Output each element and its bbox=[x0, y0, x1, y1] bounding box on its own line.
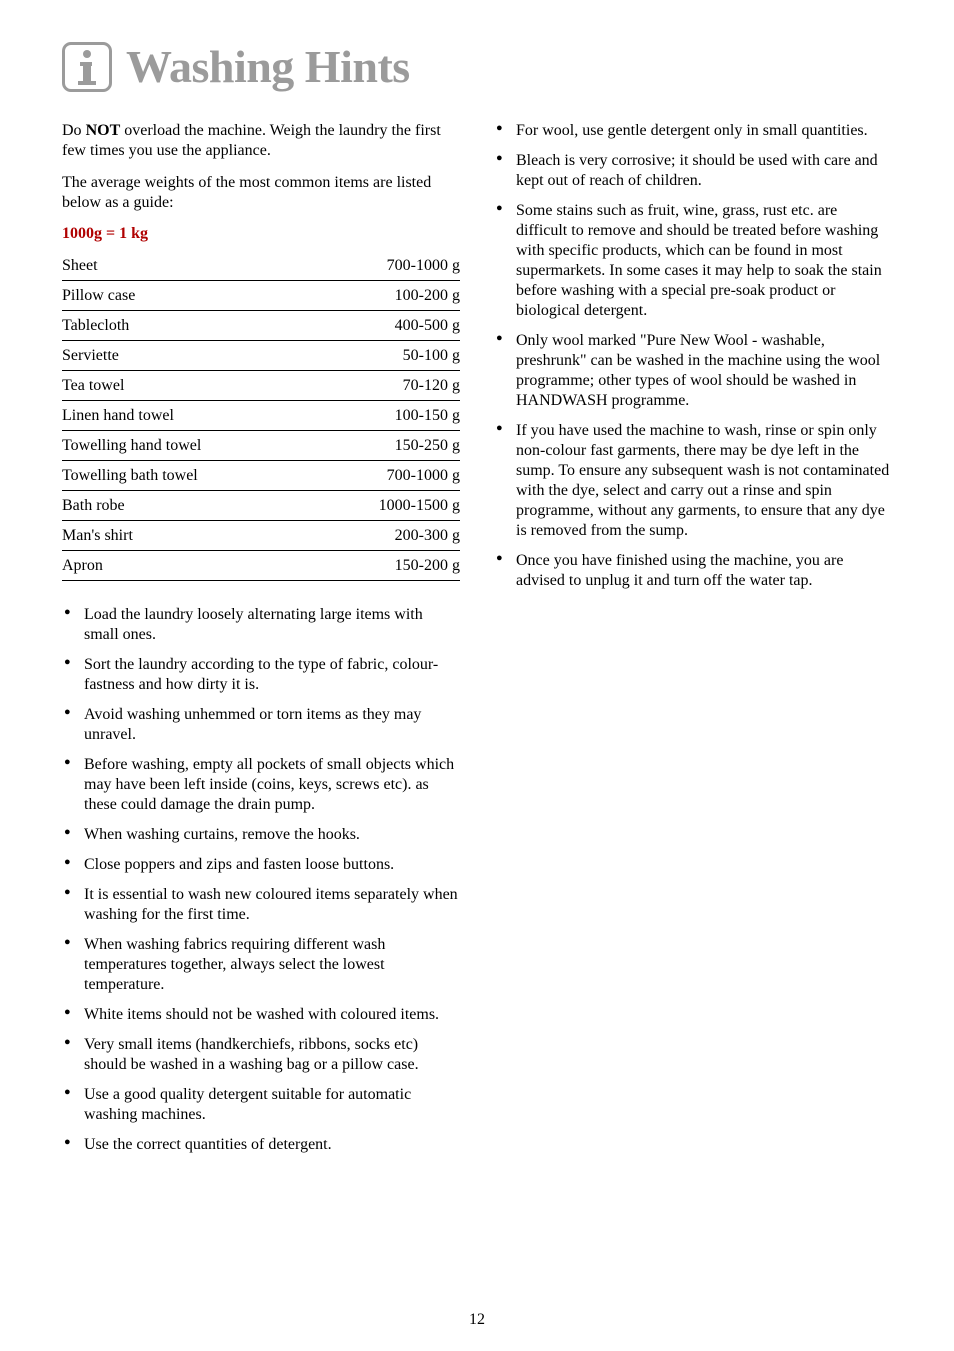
table-row: Man's shirt200-300 g bbox=[62, 521, 460, 551]
weight-item: Man's shirt bbox=[62, 521, 313, 551]
list-item: It is essential to wash new coloured ite… bbox=[62, 885, 460, 925]
weight-item: Serviette bbox=[62, 341, 313, 371]
weight-value: 100-200 g bbox=[313, 281, 460, 311]
weight-item: Bath robe bbox=[62, 491, 313, 521]
weight-table: Sheet700-1000 gPillow case100-200 gTable… bbox=[62, 251, 460, 581]
list-item: Use the correct quantities of detergent. bbox=[62, 1135, 460, 1155]
list-item: Close poppers and zips and fasten loose … bbox=[62, 855, 460, 875]
content-columns: Do NOT overload the machine. Weigh the l… bbox=[62, 121, 892, 1165]
weight-item: Tea towel bbox=[62, 371, 313, 401]
list-item: For wool, use gentle detergent only in s… bbox=[494, 121, 892, 141]
table-row: Linen hand towel100-150 g bbox=[62, 401, 460, 431]
intro1-bold: NOT bbox=[86, 122, 121, 139]
intro-paragraph-1: Do NOT overload the machine. Weigh the l… bbox=[62, 121, 460, 161]
weight-item: Linen hand towel bbox=[62, 401, 313, 431]
weight-value: 700-1000 g bbox=[313, 251, 460, 281]
info-icon bbox=[62, 42, 112, 92]
list-item: Sort the laundry according to the type o… bbox=[62, 655, 460, 695]
page-title: Washing Hints bbox=[126, 40, 410, 93]
page-number: 12 bbox=[0, 1311, 954, 1329]
right-column: For wool, use gentle detergent only in s… bbox=[494, 121, 892, 1165]
list-item: Some stains such as fruit, wine, grass, … bbox=[494, 201, 892, 321]
weight-value: 400-500 g bbox=[313, 311, 460, 341]
subheading: 1000g = 1 kg bbox=[62, 225, 460, 243]
weight-item: Apron bbox=[62, 551, 313, 581]
table-row: Apron150-200 g bbox=[62, 551, 460, 581]
weight-value: 700-1000 g bbox=[313, 461, 460, 491]
list-item: Once you have finished using the machine… bbox=[494, 551, 892, 591]
weight-value: 1000-1500 g bbox=[313, 491, 460, 521]
intro-paragraph-2: The average weights of the most common i… bbox=[62, 173, 460, 213]
table-row: Bath robe1000-1500 g bbox=[62, 491, 460, 521]
left-column: Do NOT overload the machine. Weigh the l… bbox=[62, 121, 460, 1165]
list-item: If you have used the machine to wash, ri… bbox=[494, 421, 892, 541]
table-row: Towelling hand towel150-250 g bbox=[62, 431, 460, 461]
table-row: Tablecloth400-500 g bbox=[62, 311, 460, 341]
list-item: Very small items (handkerchiefs, ribbons… bbox=[62, 1035, 460, 1075]
weight-item: Pillow case bbox=[62, 281, 313, 311]
weight-value: 70-120 g bbox=[313, 371, 460, 401]
title-row: Washing Hints bbox=[62, 40, 892, 93]
left-bullet-list: Load the laundry loosely alternating lar… bbox=[62, 605, 460, 1155]
list-item: Bleach is very corrosive; it should be u… bbox=[494, 151, 892, 191]
list-item: Use a good quality detergent suitable fo… bbox=[62, 1085, 460, 1125]
table-row: Pillow case100-200 g bbox=[62, 281, 460, 311]
list-item: White items should not be washed with co… bbox=[62, 1005, 460, 1025]
weight-value: 50-100 g bbox=[313, 341, 460, 371]
table-row: Towelling bath towel700-1000 g bbox=[62, 461, 460, 491]
weight-item: Tablecloth bbox=[62, 311, 313, 341]
weight-value: 150-250 g bbox=[313, 431, 460, 461]
list-item: When washing curtains, remove the hooks. bbox=[62, 825, 460, 845]
list-item: Before washing, empty all pockets of sma… bbox=[62, 755, 460, 815]
weight-value: 150-200 g bbox=[313, 551, 460, 581]
weight-item: Towelling hand towel bbox=[62, 431, 313, 461]
intro1-pre: Do bbox=[62, 122, 86, 139]
weight-item: Towelling bath towel bbox=[62, 461, 313, 491]
weight-item: Sheet bbox=[62, 251, 313, 281]
list-item: Avoid washing unhemmed or torn items as … bbox=[62, 705, 460, 745]
table-row: Tea towel70-120 g bbox=[62, 371, 460, 401]
weight-value: 200-300 g bbox=[313, 521, 460, 551]
table-row: Sheet700-1000 g bbox=[62, 251, 460, 281]
list-item: Load the laundry loosely alternating lar… bbox=[62, 605, 460, 645]
list-item: When washing fabrics requiring different… bbox=[62, 935, 460, 995]
weight-value: 100-150 g bbox=[313, 401, 460, 431]
list-item: Only wool marked "Pure New Wool - washab… bbox=[494, 331, 892, 411]
table-row: Serviette50-100 g bbox=[62, 341, 460, 371]
right-bullet-list: For wool, use gentle detergent only in s… bbox=[494, 121, 892, 591]
